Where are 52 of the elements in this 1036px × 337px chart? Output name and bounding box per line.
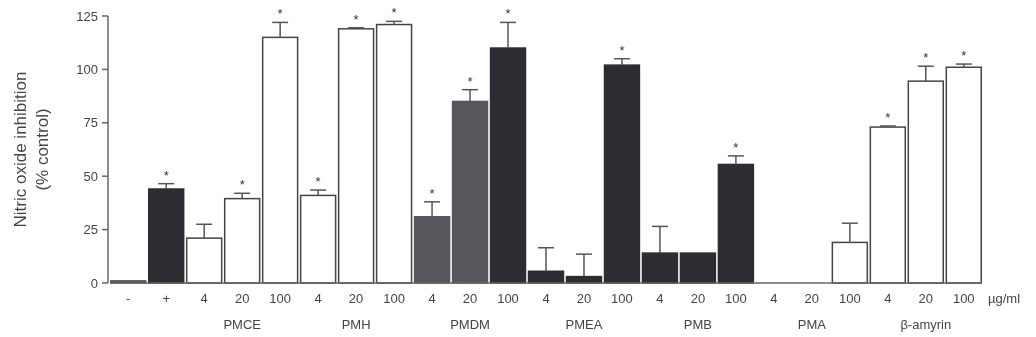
x-tick-label: 4 <box>542 291 550 306</box>
text: PMA <box>797 317 827 332</box>
x-tick-label: - <box>126 291 131 306</box>
x-tick-label: 20 <box>804 291 820 306</box>
x-tick-label: 100 <box>497 291 519 306</box>
x-tick-label: 4 <box>314 291 322 306</box>
data-label: * <box>391 5 397 21</box>
data-label: * <box>733 139 739 155</box>
x-tick-label: 100 <box>838 291 861 306</box>
data-label: * <box>619 42 625 58</box>
data-label: * <box>239 177 245 193</box>
y-tick-label: 50 <box>83 168 98 184</box>
y-tick-label: 125 <box>76 8 98 24</box>
data-label: * <box>923 50 929 66</box>
text: PMCE <box>223 317 262 332</box>
x-tick-label: 4 <box>200 291 208 306</box>
data-label: * <box>429 185 435 201</box>
data-label: * <box>353 11 359 27</box>
x-tick-label: 4 <box>656 291 664 306</box>
data-label: * <box>163 167 169 183</box>
x-tick-label: 4 <box>770 291 778 306</box>
data-label: * <box>467 73 473 89</box>
y-tick-label: 25 <box>83 222 98 238</box>
x-tick-label: 4 <box>428 291 436 306</box>
text: PMDM <box>450 317 490 332</box>
text: µg/ml <box>988 291 1021 306</box>
x-tick-label: 20 <box>690 291 706 306</box>
text: PMB <box>683 317 712 332</box>
x-tick-label: 4 <box>884 291 892 306</box>
x-tick-label: 20 <box>348 291 364 306</box>
data-label: * <box>505 6 511 22</box>
x-tick-label: 20 <box>576 291 592 306</box>
text: PMH <box>341 317 371 332</box>
data-label: * <box>885 110 891 125</box>
data-label: * <box>277 6 283 22</box>
text: PMEA <box>565 317 603 332</box>
x-tick-label: 20 <box>234 291 250 306</box>
data-label: * <box>961 48 967 64</box>
y-tick-label: 75 <box>83 115 98 131</box>
x-tick-label: 100 <box>611 291 633 306</box>
x-tick-label: 20 <box>462 291 478 306</box>
x-tick-label: 100 <box>383 291 405 306</box>
x-tick-label: 20 <box>918 291 934 306</box>
x-tick-label: 100 <box>725 291 747 306</box>
x-tick-label: + <box>162 291 171 306</box>
x-tick-label: 100 <box>269 291 291 306</box>
data-label: * <box>315 174 321 190</box>
text: β-amyrin <box>900 317 952 332</box>
y-axis-title: Nitric oxide inhibition (% control) <box>11 71 52 228</box>
y-tick-label: 0 <box>90 275 98 291</box>
x-tick-label: 100 <box>952 291 975 306</box>
y-tick-label: 100 <box>76 61 98 77</box>
